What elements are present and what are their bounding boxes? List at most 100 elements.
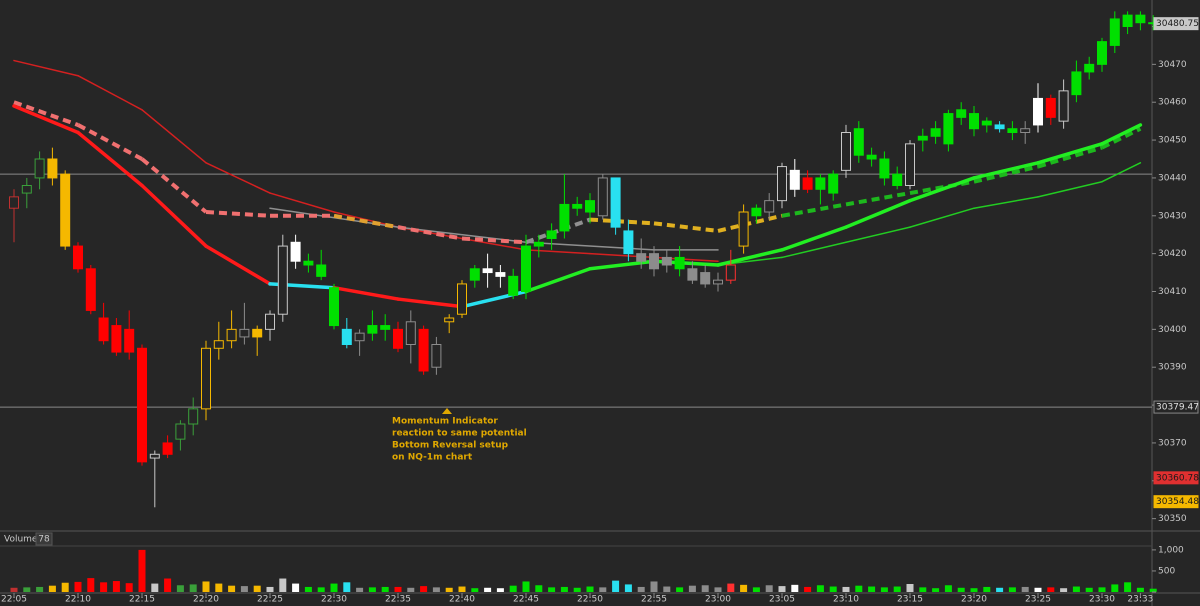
candle-body bbox=[277, 245, 288, 315]
volume-bar bbox=[535, 585, 543, 592]
volume-bar bbox=[215, 583, 223, 592]
x-tick-label: 22:20 bbox=[193, 595, 219, 605]
volume-bar bbox=[650, 581, 658, 592]
candle-body bbox=[1045, 97, 1056, 118]
candle-body bbox=[713, 279, 723, 285]
candle-body bbox=[21, 185, 32, 194]
volume-bar bbox=[688, 585, 696, 592]
candle-body bbox=[393, 328, 403, 349]
volume-bar bbox=[714, 587, 722, 592]
candle-body bbox=[175, 423, 186, 440]
candle-body bbox=[533, 241, 544, 247]
candle-body bbox=[213, 340, 224, 349]
volume-bar bbox=[74, 581, 82, 592]
candle-body bbox=[674, 256, 685, 270]
candle-body bbox=[649, 253, 659, 270]
candle-body bbox=[495, 272, 506, 277]
candle-body bbox=[303, 260, 314, 266]
volume-bar bbox=[266, 586, 274, 592]
indicator-line bbox=[845, 191, 911, 207]
y-tick-label: 30420 bbox=[1158, 249, 1187, 259]
volume-bar bbox=[765, 585, 773, 592]
volume-bar bbox=[919, 587, 927, 592]
indicator-line bbox=[909, 179, 975, 196]
annotation-line: Momentum Indicator bbox=[392, 417, 498, 427]
indicator-line bbox=[845, 226, 911, 244]
volume-bar bbox=[292, 583, 300, 592]
volume-bar bbox=[816, 585, 824, 592]
candle-body bbox=[610, 177, 621, 228]
volume-bar bbox=[599, 587, 607, 592]
volume-bar bbox=[560, 586, 568, 592]
candle-body bbox=[85, 268, 96, 311]
indicator-line bbox=[908, 176, 976, 203]
candle-body bbox=[841, 132, 851, 171]
indicator-line bbox=[332, 285, 400, 301]
candle-body bbox=[521, 245, 531, 292]
volume-bar bbox=[61, 582, 69, 592]
candle-body bbox=[444, 317, 455, 323]
indicator-line bbox=[141, 109, 207, 164]
volume-bar bbox=[778, 586, 786, 592]
volume-bar bbox=[893, 586, 901, 592]
indicator-line bbox=[844, 198, 912, 229]
x-tick-label: 22:30 bbox=[321, 595, 347, 605]
candle-body bbox=[508, 275, 519, 296]
volume-bar bbox=[48, 585, 56, 592]
volume-bar bbox=[317, 587, 325, 592]
candle-body bbox=[290, 241, 301, 262]
y-tick-label: 30460 bbox=[1158, 98, 1187, 108]
volume-bar bbox=[663, 586, 671, 592]
candle-body bbox=[418, 328, 429, 372]
volume-bar bbox=[1072, 586, 1080, 592]
x-tick-label: 22:35 bbox=[385, 595, 411, 605]
candle-body bbox=[828, 173, 839, 194]
volume-bar bbox=[932, 588, 940, 592]
x-tick-label: 22:10 bbox=[65, 595, 91, 605]
indicator-line bbox=[780, 225, 848, 252]
candle-body bbox=[956, 109, 967, 118]
x-tick-label: 23:10 bbox=[833, 595, 859, 605]
candle-body bbox=[1097, 41, 1107, 65]
candle-body bbox=[60, 173, 71, 247]
volume-label: Volume bbox=[4, 535, 38, 545]
candle-body bbox=[367, 325, 378, 334]
volume-bar bbox=[394, 586, 402, 592]
volume-bar bbox=[330, 583, 338, 592]
x-tick-label: 22:40 bbox=[449, 595, 475, 605]
indicator-line bbox=[13, 100, 79, 127]
volume-bar bbox=[304, 586, 312, 592]
volume-bar bbox=[727, 583, 735, 592]
volume-bar bbox=[1021, 586, 1029, 592]
indicator-line bbox=[140, 157, 208, 214]
candle-body bbox=[341, 328, 352, 346]
volume-bar bbox=[586, 586, 594, 592]
candle-body bbox=[405, 321, 416, 345]
candle-body bbox=[149, 453, 160, 459]
volume-value-box bbox=[35, 532, 53, 546]
price-label: 30379.47 bbox=[1156, 403, 1199, 413]
candle-body bbox=[572, 203, 583, 209]
volume-bar bbox=[509, 585, 517, 592]
x-tick-label: 23:00 bbox=[705, 595, 731, 605]
volume-bar bbox=[957, 587, 965, 592]
candle-body bbox=[879, 158, 890, 179]
candle-body bbox=[546, 230, 557, 240]
price-label-box bbox=[1153, 495, 1199, 509]
x-tick-label: 22:15 bbox=[129, 595, 155, 605]
volume-bar bbox=[240, 586, 248, 592]
indicator-line bbox=[1037, 180, 1103, 198]
candle-body bbox=[700, 272, 711, 285]
indicator-line bbox=[589, 217, 655, 226]
volume-bar bbox=[701, 585, 709, 592]
y-tick-label: 30370 bbox=[1158, 438, 1187, 448]
indicator-line bbox=[76, 130, 144, 188]
candle-body bbox=[162, 442, 173, 455]
indicator-line bbox=[269, 192, 335, 213]
volume-bar bbox=[10, 587, 18, 592]
candle-body bbox=[265, 313, 275, 330]
candle-body bbox=[815, 177, 826, 190]
x-tick-label: 23:20 bbox=[961, 595, 987, 605]
candle-body bbox=[764, 200, 775, 213]
volume-bar bbox=[138, 549, 146, 592]
